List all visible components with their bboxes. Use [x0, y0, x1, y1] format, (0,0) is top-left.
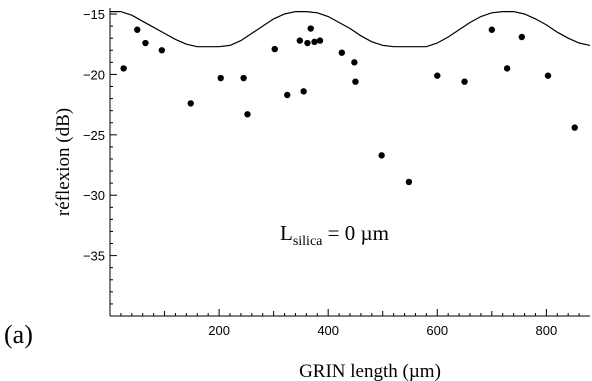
data-point	[351, 59, 358, 66]
x-axis-label: GRIN length (µm)	[299, 361, 441, 381]
data-point	[434, 72, 441, 79]
data-point	[311, 38, 318, 46]
data-point	[503, 65, 511, 72]
axes	[109, 8, 590, 317]
x-tick-label: 400	[317, 323, 339, 338]
x-tick-label: 600	[426, 323, 448, 338]
y-tick-label: −35	[83, 249, 105, 264]
data-point	[571, 124, 578, 131]
y-tick-label: −15	[83, 7, 105, 22]
y-tick-label: −25	[83, 128, 105, 143]
annotation-prefix: L	[280, 221, 293, 245]
annotation-subscript: silica	[293, 234, 323, 249]
data-point	[217, 74, 224, 82]
data-point	[518, 33, 526, 41]
panel-label: (a)	[4, 320, 33, 349]
data-point	[307, 25, 314, 32]
data-point	[120, 65, 127, 72]
data-point	[304, 39, 311, 47]
annotation-label: Lsilica = 0 µm	[280, 221, 389, 249]
envelope-line	[110, 11, 591, 48]
data-point	[244, 111, 251, 118]
x-tick-label: 200	[208, 323, 230, 338]
x-tick-label: 800	[536, 323, 558, 338]
y-tick-label: −30	[83, 188, 105, 203]
x-ticks: 200 400 600 800	[120, 309, 580, 338]
data-point	[271, 45, 278, 53]
data-point	[134, 26, 141, 33]
data-point	[316, 37, 324, 44]
data-point	[405, 178, 413, 186]
data-point	[142, 39, 149, 47]
data-point	[488, 26, 496, 33]
data-point	[284, 91, 291, 99]
data-point	[378, 152, 385, 159]
y-tick-label: −20	[83, 67, 105, 82]
data-point	[300, 88, 307, 95]
data-point	[338, 49, 346, 56]
data-point	[187, 100, 194, 107]
y-axis-label: réflexion (dB)	[53, 108, 74, 216]
data-point	[461, 78, 468, 85]
data-point	[352, 78, 359, 85]
y-ticks: −15 −20 −25 −30 −35	[83, 7, 117, 305]
data-point	[544, 72, 552, 79]
annotation-suffix: = 0 µm	[322, 221, 389, 245]
data-point	[296, 37, 304, 44]
series-group	[110, 11, 591, 186]
data-point	[240, 74, 247, 82]
data-point	[158, 47, 166, 54]
